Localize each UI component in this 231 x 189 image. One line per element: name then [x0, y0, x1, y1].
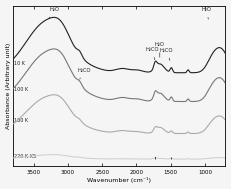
- Text: 100 K: 100 K: [14, 87, 28, 92]
- Text: 220 K X5: 220 K X5: [14, 154, 36, 159]
- Y-axis label: Absorbance (Arbitrary unit): Absorbance (Arbitrary unit): [6, 42, 11, 129]
- Text: 180 K: 180 K: [14, 118, 28, 123]
- Text: H₂O: H₂O: [201, 7, 211, 19]
- Text: H₂O: H₂O: [49, 7, 59, 18]
- Text: H₂CO: H₂CO: [160, 48, 173, 60]
- Text: H₂CO: H₂CO: [146, 47, 159, 60]
- X-axis label: Wavenumber (cm⁻¹): Wavenumber (cm⁻¹): [87, 177, 151, 184]
- Text: H₂O: H₂O: [155, 42, 165, 57]
- Text: H₂CO: H₂CO: [78, 68, 91, 79]
- Text: 10 K: 10 K: [14, 61, 25, 66]
